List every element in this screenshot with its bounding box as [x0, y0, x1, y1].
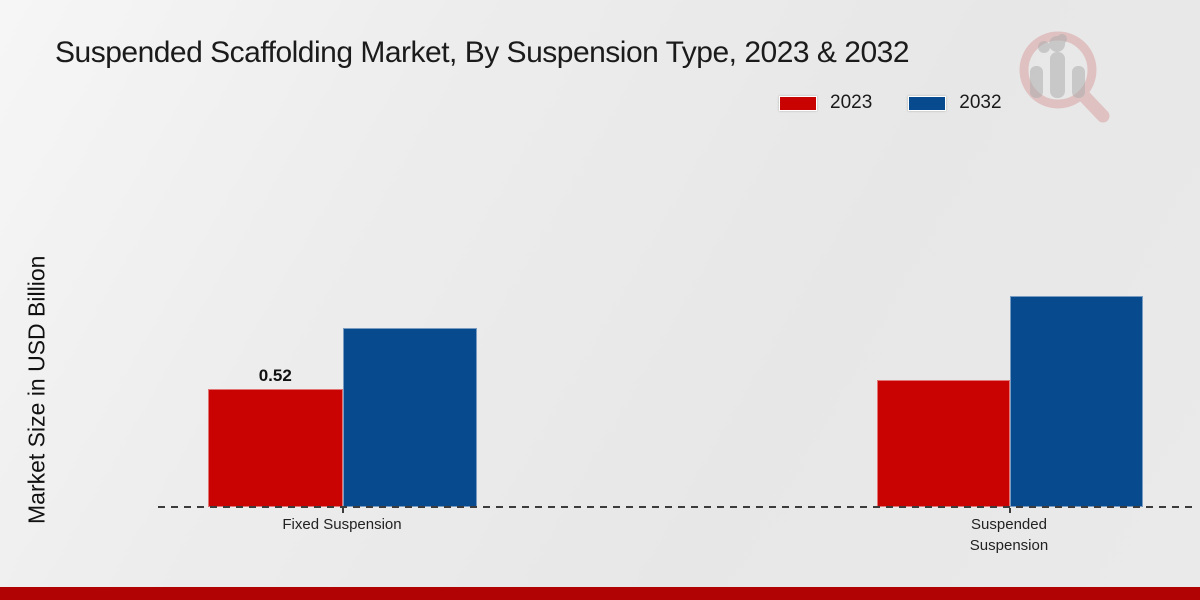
x-axis-baseline — [158, 506, 1193, 508]
bar-suspended-2023 — [877, 380, 1010, 507]
legend-item-2023: 2023 — [779, 92, 872, 114]
magnifier-bar-chart-logo-icon — [1000, 22, 1120, 131]
bar-fixed-2032 — [342, 328, 477, 507]
bar-group-fixed-suspension: 0.52 — [208, 328, 477, 507]
footer-accent-bar — [0, 587, 1200, 600]
bar-value-label: 0.52 — [258, 366, 292, 385]
category-label-suspended-suspension: Suspended Suspension — [969, 516, 1049, 554]
bar-group-suspended-suspension — [877, 296, 1143, 507]
legend-swatch-2023 — [779, 95, 817, 111]
bar-suspended-2032 — [1010, 296, 1143, 507]
bar-fixed-2023: 0.52 — [208, 366, 343, 507]
legend-swatch-2032 — [908, 95, 947, 111]
category-label-fixed-suspension: Fixed Suspension — [282, 516, 402, 533]
y-axis-label: Market Size in USD Billion — [23, 255, 50, 525]
chart-title: Suspended Scaffolding Market, By Suspens… — [55, 36, 910, 69]
legend-label-2032: 2032 — [959, 92, 1002, 113]
legend-label-2023: 2023 — [830, 92, 873, 113]
x-axis-tick-fixed — [342, 508, 344, 513]
legend-item-2032: 2032 — [908, 92, 1002, 114]
legend: 2023 2032 — [779, 92, 1002, 114]
x-axis-tick-suspended — [1009, 508, 1011, 513]
